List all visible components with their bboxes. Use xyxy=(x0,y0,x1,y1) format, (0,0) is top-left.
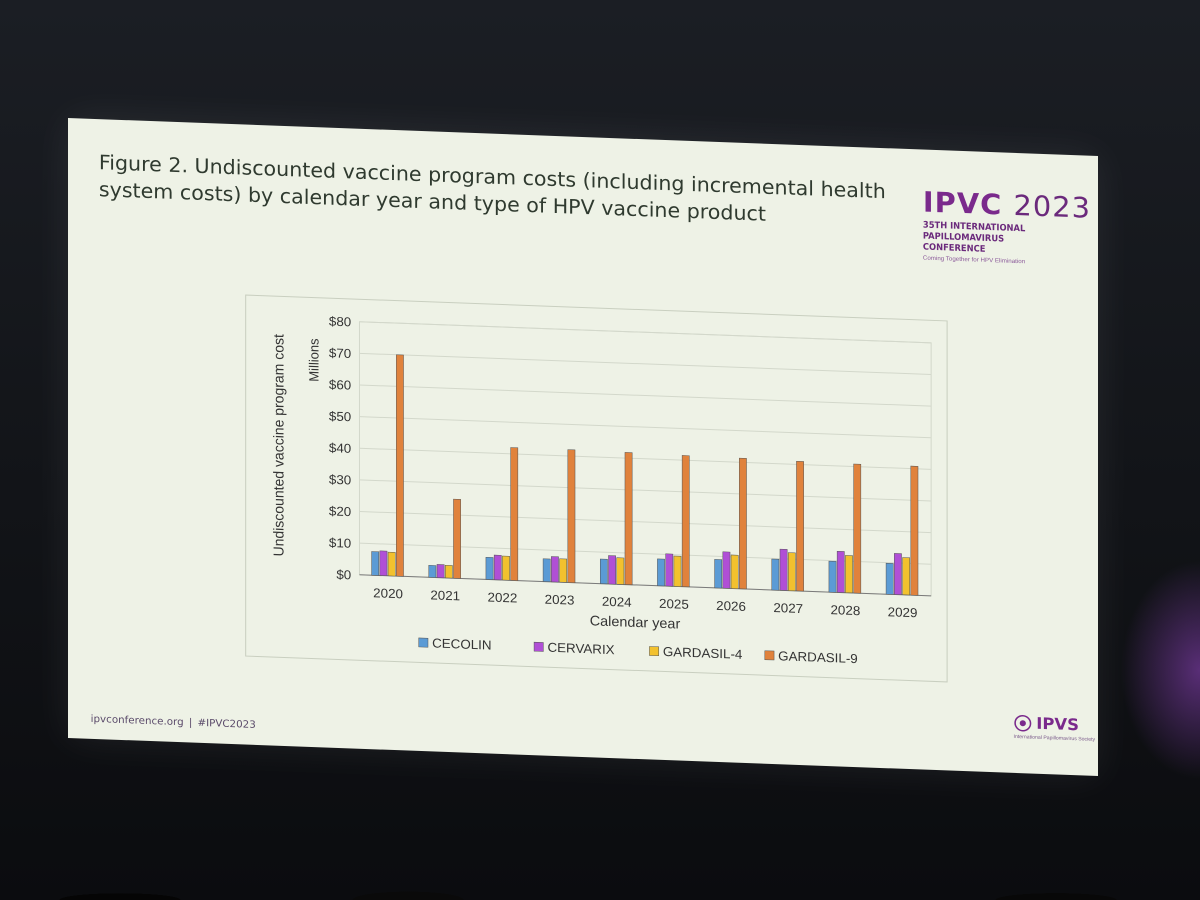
y-tick-label: $60 xyxy=(329,377,351,393)
footer-site: ipvconference.org xyxy=(90,713,184,729)
bar-gardasil-9 xyxy=(681,455,690,588)
ipvs-logo-name: IPVS xyxy=(1036,713,1080,735)
ipvs-logo-tagline: International Papillomavirus Society xyxy=(1013,733,1096,743)
bar-gardasil-4 xyxy=(845,555,853,594)
bar-cecolin xyxy=(771,558,780,591)
bar-cervarix xyxy=(836,551,845,593)
legend-label-cecolin: CECOLIN xyxy=(432,636,491,653)
projected-slide-wrap: Figure 2. Undiscounted vaccine program c… xyxy=(40,96,1160,796)
x-tick-label: 2020 xyxy=(373,585,403,601)
bar-gardasil-4 xyxy=(559,558,568,583)
bar-gardasil-9 xyxy=(910,465,919,596)
bar-gardasil-9 xyxy=(624,452,633,586)
bar-gardasil-4 xyxy=(787,552,796,592)
y-tick-label: $10 xyxy=(329,535,351,551)
bar-cervarix xyxy=(665,553,674,587)
room-light-glow xyxy=(1120,560,1200,780)
legend-label-gardasil-9: GARDASIL-9 xyxy=(778,648,858,666)
bar-gardasil-4 xyxy=(444,565,453,579)
ipvc-logo-main: IPVC xyxy=(922,185,1003,222)
ipvs-logo-wordmark: IPVS xyxy=(1014,713,1096,735)
bar-cecolin xyxy=(599,558,608,585)
ipvc-logo: IPVC 2023 35TH INTERNATIONAL PAPILLOMAVI… xyxy=(923,186,1098,268)
ipvs-logo: IPVS International Papillomavirus Societ… xyxy=(1014,713,1096,743)
gridline xyxy=(359,479,932,502)
gridline xyxy=(359,416,932,439)
gridline xyxy=(359,352,932,375)
x-tick-label: 2027 xyxy=(773,600,803,616)
ipvc-logo-year: 2023 xyxy=(1013,188,1091,225)
chart-frame: $0 $10 $20 $30 $40 $50 $60 $70 $80 Undiscounted v… xyxy=(245,294,948,683)
x-axis-title: Calendar year xyxy=(590,613,681,632)
bar-gardasil-9 xyxy=(510,447,519,581)
bar-gardasil-9 xyxy=(396,354,404,577)
y-axis-title: Undiscounted vaccine program cost xyxy=(271,334,287,557)
legend-swatch-gardasil-9 xyxy=(764,650,775,661)
bar-gardasil-4 xyxy=(673,555,682,587)
x-tick-label: 2023 xyxy=(545,592,575,608)
x-tick-label: 2026 xyxy=(716,598,746,614)
ipvc-logo-tagline: Coming Together for HPV Elimination xyxy=(922,255,1026,266)
slide-title: Figure 2. Undiscounted vaccine program c… xyxy=(98,150,886,226)
footer-separator: | xyxy=(188,717,193,729)
bar-gardasil-4 xyxy=(502,555,510,581)
ipvs-emblem-icon xyxy=(1014,714,1032,731)
bar-cecolin xyxy=(428,565,437,578)
bar-cervarix xyxy=(722,551,731,589)
y-tick-label: $20 xyxy=(329,504,351,520)
y-tick-label: $80 xyxy=(329,314,351,330)
x-tick-label: 2022 xyxy=(488,590,518,606)
bar-gardasil-4 xyxy=(902,557,911,596)
slide: Figure 2. Undiscounted vaccine program c… xyxy=(68,118,1098,776)
bar-cecolin xyxy=(485,557,494,580)
bar-gardasil-4 xyxy=(387,551,396,577)
legend-swatch-cervarix xyxy=(533,641,544,652)
x-tick-label: 2025 xyxy=(659,596,689,612)
x-tick-label: 2029 xyxy=(888,604,918,620)
bar-gardasil-9 xyxy=(796,460,804,592)
slide-footer: ipvconference.org | #IPVC2023 xyxy=(91,714,256,731)
bar-gardasil-4 xyxy=(616,557,625,585)
bar-cecolin xyxy=(657,558,665,587)
bar-gardasil-4 xyxy=(730,554,739,589)
ipvc-logo-subtitle: 35TH INTERNATIONAL PAPILLOMAVIRUS CONFER… xyxy=(922,220,1026,255)
y-axis-unit: Millions xyxy=(306,338,321,382)
bar-cervarix xyxy=(894,553,902,596)
legend-label-cervarix: CERVARIX xyxy=(547,640,614,657)
bar-gardasil-9 xyxy=(853,463,862,594)
bar-gardasil-9 xyxy=(739,457,747,590)
bar-cervarix xyxy=(779,548,788,591)
gridline xyxy=(359,384,932,407)
x-tick-label: 2021 xyxy=(430,588,460,604)
bar-cervarix xyxy=(608,555,616,585)
ipvc-logo-wordmark: IPVC 2023 xyxy=(923,186,1098,225)
x-tick-label: 2028 xyxy=(831,602,861,618)
legend-label-gardasil-4: GARDASIL-4 xyxy=(663,644,743,662)
bar-cervarix xyxy=(551,556,559,583)
bar-cecolin xyxy=(542,558,551,583)
bar-cervarix xyxy=(379,550,388,577)
y-tick-label: $30 xyxy=(329,472,351,488)
y-tick-label: $0 xyxy=(336,567,351,582)
audience-silhouettes xyxy=(0,780,1200,900)
x-tick-label: 2024 xyxy=(602,594,632,610)
bar-gardasil-9 xyxy=(567,449,576,583)
bar-cecolin xyxy=(714,559,723,589)
gridline xyxy=(359,447,932,470)
y-tick-label: $40 xyxy=(329,440,351,456)
y-tick-label: $70 xyxy=(329,345,351,361)
bar-chart: $0 $10 $20 $30 $40 $50 $60 $70 $80 Undiscounted v… xyxy=(271,314,932,666)
bar-cecolin xyxy=(371,551,380,576)
bar-cervarix xyxy=(436,564,445,579)
legend-swatch-cecolin xyxy=(418,637,429,648)
footer-hashtag: #IPVC2023 xyxy=(197,717,256,731)
y-tick-label: $50 xyxy=(329,409,351,425)
bar-cecolin xyxy=(885,562,894,595)
bar-gardasil-9 xyxy=(453,498,461,579)
bar-cecolin xyxy=(828,560,837,593)
legend-swatch-gardasil-4 xyxy=(649,646,659,657)
bar-cervarix xyxy=(493,554,502,581)
gridline xyxy=(359,321,932,344)
